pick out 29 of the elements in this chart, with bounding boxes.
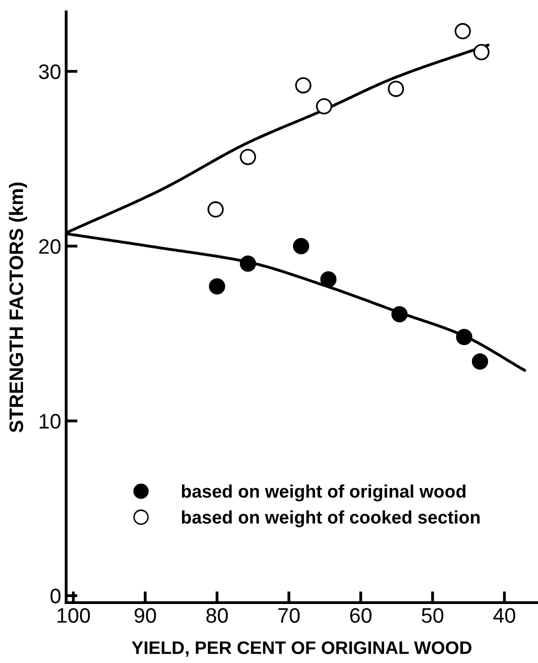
x-tick-label: 100 [58,608,90,623]
x-axis-title: YIELD, PER CENT OF ORIGINAL WOOD [132,641,472,657]
y-tick-label: 10 [40,414,60,429]
x-tick-label: 50 [422,608,444,623]
y-axis-title: STRENGTH FACTORS (km) [8,182,28,432]
x-tick-label: 90 [134,608,156,623]
x-tick-label: 60 [350,608,372,623]
x-tick-label: 70 [278,608,300,623]
point [240,148,256,166]
y-tick-label: 20 [39,239,60,254]
x-tick-label: 80 [206,608,228,623]
point [473,44,490,60]
point [316,98,332,114]
legend-label: based on weight of original wood [182,484,466,502]
point [391,306,408,322]
y-tick-label: 0 [50,588,60,604]
point [456,328,472,346]
point [208,278,226,294]
x-tick-label: 40 [493,608,516,623]
point [472,353,488,370]
y-tick-label: 30 [38,64,60,80]
point [207,201,224,218]
point [295,77,312,94]
point [388,80,404,97]
point [292,238,310,254]
point [454,23,471,40]
point [320,271,337,288]
legend-label: based on weight of cooked section [182,510,480,528]
point [240,255,256,272]
